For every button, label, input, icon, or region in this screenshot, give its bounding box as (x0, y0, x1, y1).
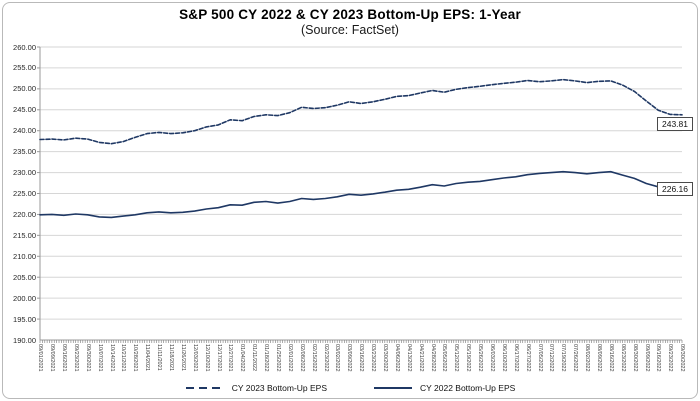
x-axis-label: 04/28/2022 (429, 344, 436, 372)
chart-subtitle: (Source: FactSet) (301, 23, 399, 37)
x-axis-label: 06/10/2022 (500, 344, 507, 372)
x-axis-label: 06/17/2022 (512, 344, 519, 372)
x-axis-label: 07/26/2022 (572, 344, 579, 372)
x-axis-label: 02/23/2022 (322, 344, 329, 372)
x-axis-label: 10/28/2021 (132, 344, 139, 372)
x-axis-label: 06/27/2022 (524, 344, 531, 372)
x-axis-label: 08/16/2022 (607, 344, 614, 372)
y-axis-label: 205.00 (13, 272, 36, 282)
x-axis-label: 08/30/2022 (631, 344, 638, 372)
x-axis-label: 12/27/2021 (227, 344, 234, 372)
y-axis-label: 220.00 (13, 209, 36, 219)
legend-item-cy2023: CY 2023 Bottom-Up EPS (185, 383, 327, 393)
chart-legend: CY 2023 Bottom-Up EPS CY 2022 Bottom-Up … (0, 383, 700, 393)
x-axis-label: 12/10/2021 (203, 344, 210, 372)
x-axis-label: 11/26/2021 (179, 344, 186, 372)
x-axis-label: 09/23/2021 (72, 344, 79, 372)
x-axis-label: 09/09/2021 (49, 344, 56, 372)
y-axis-label: 255.00 (13, 63, 36, 73)
y-axis-label: 200.00 (13, 293, 36, 303)
x-axis-label: 07/19/2022 (560, 344, 567, 372)
y-axis-label: 195.00 (13, 314, 36, 324)
x-axis-label: 04/13/2022 (405, 344, 412, 372)
y-axis-label: 210.00 (13, 251, 36, 261)
x-axis-label: 09/09/2022 (643, 344, 650, 372)
y-axis-label: 245.00 (13, 105, 36, 115)
y-axis-label: 260.00 (13, 42, 36, 52)
x-axis-label: 10/07/2021 (96, 344, 103, 372)
x-axis-label: 05/26/2022 (477, 344, 484, 372)
x-axis-label: 01/11/2022 (251, 344, 258, 372)
x-axis-label: 07/05/2022 (536, 344, 543, 372)
x-axis-label: 01/25/2022 (274, 344, 281, 372)
series-end-value-cy2022: 226.16 (657, 181, 693, 196)
x-axis-label: 11/18/2021 (167, 344, 174, 372)
x-axis-label: 09/30/2022 (679, 344, 686, 372)
x-axis-label: 09/01/2021 (37, 344, 44, 372)
x-axis-label: 03/23/2022 (370, 344, 377, 372)
x-axis-label: 03/02/2022 (334, 344, 341, 372)
x-axis-label: 01/18/2022 (263, 344, 270, 372)
x-axis-label: 08/23/2022 (619, 344, 626, 372)
x-axis-label: 10/21/2021 (120, 344, 127, 372)
x-axis-label: 03/30/2022 (381, 344, 388, 372)
series-end-value-cy2023: 243.81 (657, 116, 693, 131)
x-axis-label: 04/06/2022 (393, 344, 400, 372)
y-axis-label: 225.00 (13, 189, 36, 198)
solid-line-sample (374, 387, 412, 389)
x-axis-label: 11/11/2021 (156, 344, 163, 371)
legend-item-cy2022: CY 2022 Bottom-Up EPS (373, 383, 515, 393)
x-axis-label: 02/15/2022 (310, 344, 317, 372)
x-axis-label: 03/16/2022 (358, 344, 365, 372)
x-axis-label: 09/16/2022 (655, 344, 662, 372)
x-axis-label: 10/14/2021 (108, 344, 115, 372)
x-axis-label: 09/23/2022 (667, 344, 674, 372)
x-axis-label: 09/30/2021 (84, 344, 91, 372)
legend-label-cy2022: CY 2022 Bottom-Up EPS (420, 383, 516, 393)
x-axis-label: 11/04/2021 (144, 344, 151, 372)
x-axis-label: 08/09/2022 (595, 344, 602, 372)
chart-title: S&P 500 CY 2022 & CY 2023 Bottom-Up EPS:… (179, 7, 521, 22)
y-axis-label: 230.00 (13, 168, 36, 178)
x-axis-label: 07/12/2022 (548, 344, 555, 372)
x-axis-label: 05/19/2022 (465, 344, 472, 372)
dashed-line-sample (185, 387, 224, 389)
y-axis-label: 215.00 (13, 230, 36, 240)
x-axis-label: 03/09/2022 (346, 344, 353, 372)
legend-label-cy2023: CY 2023 Bottom-Up EPS (231, 383, 327, 393)
y-axis-label: 240.00 (13, 126, 36, 136)
x-axis-label: 05/05/2022 (441, 344, 448, 372)
x-axis-label: 12/17/2021 (215, 344, 222, 372)
x-axis-label: 01/04/2022 (239, 344, 246, 372)
x-axis-label: 09/16/2021 (60, 344, 67, 372)
x-axis-label: 12/03/2021 (191, 344, 198, 372)
x-axis-label: 02/08/2022 (298, 344, 305, 372)
y-axis-label: 250.00 (13, 84, 36, 94)
x-axis-label: 06/03/2022 (488, 344, 495, 372)
y-axis-label: 190.00 (13, 335, 36, 345)
x-axis-label: 08/02/2022 (584, 344, 591, 372)
x-axis-label: 04/21/2022 (417, 344, 424, 372)
x-axis-label: 02/01/2022 (286, 344, 293, 372)
y-axis-label: 235.00 (13, 147, 36, 157)
x-axis-label: 05/12/2022 (453, 344, 460, 372)
